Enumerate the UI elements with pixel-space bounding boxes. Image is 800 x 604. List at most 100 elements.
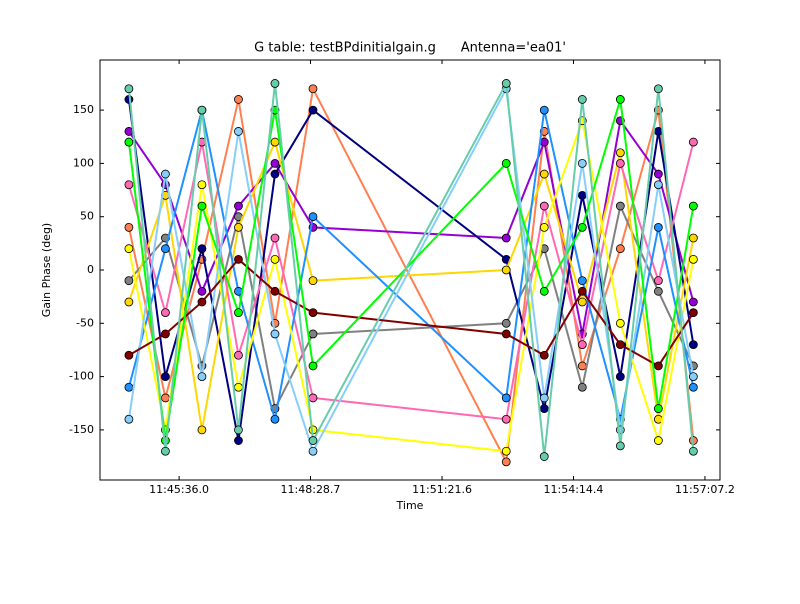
series-marker: [577, 222, 587, 232]
series-marker: [234, 436, 243, 445]
series-marker: [197, 286, 207, 296]
series-marker: [539, 169, 549, 179]
series-marker: [308, 361, 318, 371]
series-marker: [197, 425, 207, 435]
series-marker: [308, 84, 318, 94]
series-marker: [124, 414, 134, 424]
series-marker: [270, 233, 280, 243]
series-marker: [688, 297, 698, 307]
series-marker: [539, 404, 549, 413]
series-marker: [197, 297, 207, 307]
y-axis-label: Gain Phase (deg): [40, 223, 53, 317]
series-marker: [197, 201, 207, 211]
series-marker: [308, 446, 318, 456]
y-tick-label: 0: [87, 263, 94, 276]
series-marker: [161, 169, 170, 179]
series-marker: [688, 233, 698, 243]
series-marker: [501, 265, 511, 275]
series-marker: [308, 436, 318, 445]
series-marker: [197, 372, 207, 381]
series-marker: [124, 297, 134, 307]
series-marker: [234, 425, 243, 435]
series-line: [127, 99, 695, 441]
series-marker: [501, 446, 511, 456]
series-marker: [161, 446, 170, 456]
series-marker: [270, 159, 280, 168]
series-marker: [688, 137, 698, 147]
series-marker: [197, 105, 207, 115]
series-marker: [577, 159, 587, 168]
series-marker: [615, 148, 625, 158]
series-marker: [234, 382, 243, 392]
series-marker: [577, 340, 587, 350]
chart-title: G table: testBPdinitialgain.g Antenna='e…: [254, 41, 566, 56]
series-marker: [270, 137, 280, 147]
series-marker: [234, 127, 243, 136]
y-tick-label: 50: [80, 210, 94, 223]
series-marker: [234, 308, 243, 318]
y-tick-label: -50: [76, 316, 94, 329]
series-marker: [577, 190, 587, 200]
series-marker: [653, 84, 663, 94]
series-marker: [270, 414, 280, 424]
series-marker: [124, 276, 134, 286]
series-marker: [270, 254, 280, 264]
series-marker: [234, 350, 243, 360]
x-tick-label: 11:51:21.6: [412, 483, 472, 496]
series-marker: [653, 286, 663, 296]
series-marker: [688, 201, 698, 211]
series-marker: [161, 308, 170, 318]
series-marker: [124, 244, 134, 254]
series-marker: [577, 286, 587, 296]
series-marker: [539, 286, 549, 296]
y-tick-label: 150: [73, 103, 94, 116]
series-marker: [270, 169, 280, 179]
series-marker: [124, 84, 134, 94]
series-line: [127, 80, 695, 457]
series-marker: [501, 414, 511, 424]
series-marker: [577, 297, 587, 307]
series-marker: [688, 308, 698, 318]
series-marker: [615, 372, 625, 381]
series-line: [127, 139, 695, 431]
series-marker: [539, 222, 549, 232]
series-marker: [615, 159, 625, 168]
series-marker: [577, 382, 587, 392]
series-marker: [501, 159, 511, 168]
x-tick-label: 11:54:14.4: [544, 483, 604, 496]
series-marker: [270, 329, 280, 339]
series-marker: [501, 329, 511, 339]
series-marker: [124, 137, 134, 147]
series-marker: [539, 201, 549, 211]
series-marker: [577, 276, 587, 286]
series-marker: [539, 105, 549, 115]
series-marker: [653, 180, 663, 190]
series-line: [128, 257, 695, 368]
series-marker: [688, 372, 698, 381]
series-marker: [270, 286, 280, 296]
y-tick-label: 100: [73, 156, 94, 169]
plot-area: [124, 79, 698, 467]
series-marker: [615, 201, 625, 211]
series-marker: [653, 404, 663, 413]
series-marker: [161, 244, 170, 254]
series-marker: [577, 95, 587, 104]
series-marker: [501, 457, 511, 467]
series-marker: [234, 254, 243, 264]
series-marker: [124, 350, 134, 360]
series-marker: [197, 244, 207, 254]
series-marker: [688, 254, 698, 264]
series-marker: [308, 308, 318, 318]
series-marker: [308, 393, 318, 403]
series-marker: [270, 79, 280, 88]
series-marker: [161, 393, 170, 403]
series-marker: [501, 233, 511, 243]
series-marker: [653, 222, 663, 232]
series-marker: [124, 222, 134, 232]
series-marker: [234, 201, 243, 211]
series-marker: [308, 276, 318, 286]
series-marker: [539, 452, 549, 461]
series-marker: [653, 127, 663, 136]
